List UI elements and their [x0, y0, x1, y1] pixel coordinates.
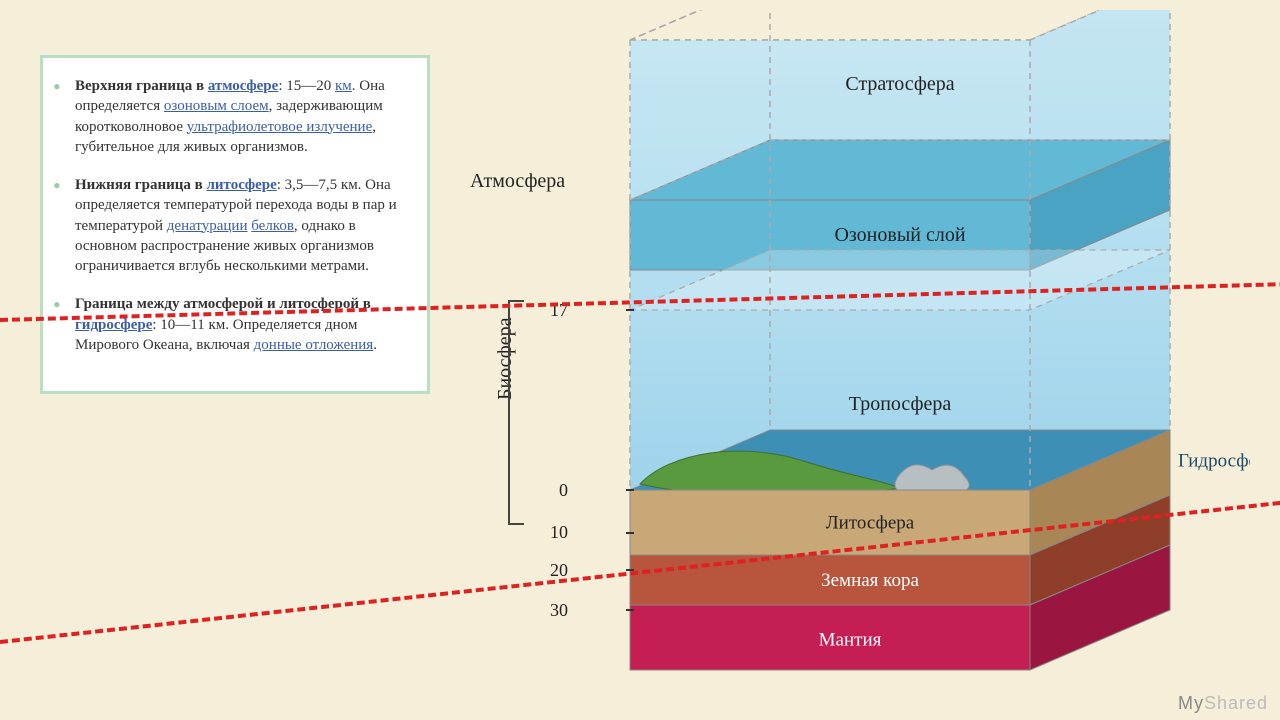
tick-10: 10 — [528, 522, 568, 543]
link-proteins[interactable]: белков — [251, 218, 294, 234]
svg-text:Мантия: Мантия — [819, 630, 882, 651]
t: : 15—20 — [278, 78, 335, 94]
biosphere-bracket — [508, 300, 524, 525]
para-lower: Нижняя граница в литосфере: 3,5—7,5 км. … — [69, 175, 409, 276]
svg-text:Озоновый слой: Озоновый слой — [834, 224, 965, 246]
label-atmosphere: Атмосфера — [470, 170, 565, 193]
cube-svg: Стратосфера Озоновый слой Тропосфера Литосф… — [570, 10, 1250, 710]
svg-text:Гидросфера: Гидросфера — [1178, 451, 1250, 472]
t: . — [373, 337, 377, 353]
wm-b: Shared — [1204, 693, 1268, 713]
svg-text:Литосфера: Литосфера — [826, 513, 915, 534]
link-denaturation[interactable]: денатурации — [167, 218, 248, 234]
svg-text:Стратосфера: Стратосфера — [845, 73, 954, 95]
link-sediments[interactable]: донные отложения — [254, 337, 374, 353]
tick-0: 0 — [528, 480, 568, 501]
link-lithosphere[interactable]: литосфере — [207, 177, 277, 193]
link-atmosphere[interactable]: атмосфере — [208, 78, 279, 94]
t: Верхняя граница в — [75, 78, 208, 94]
para-hydro: Граница между атмосферой и литосферой в … — [69, 294, 409, 355]
diagram: Атмосфера Биосфера 17 0 10 20 30 Стратос… — [470, 10, 1260, 710]
svg-text:Тропосфера: Тропосфера — [849, 393, 952, 415]
tick-30: 30 — [528, 600, 568, 621]
wm-a: My — [1178, 693, 1204, 713]
link-ozone[interactable]: озоновым слоем — [164, 98, 269, 114]
svg-text:Земная кора: Земная кора — [821, 570, 919, 591]
t: Нижняя граница в — [75, 177, 207, 193]
watermark: MyShared — [1178, 693, 1268, 714]
para-upper: Верхняя граница в атмосфере: 15—20 км. О… — [69, 76, 409, 157]
link-uv[interactable]: ультрафиолетовое излучение — [187, 119, 372, 135]
link-km[interactable]: км — [335, 78, 352, 94]
text-card: Верхняя граница в атмосфере: 15—20 км. О… — [40, 55, 430, 394]
